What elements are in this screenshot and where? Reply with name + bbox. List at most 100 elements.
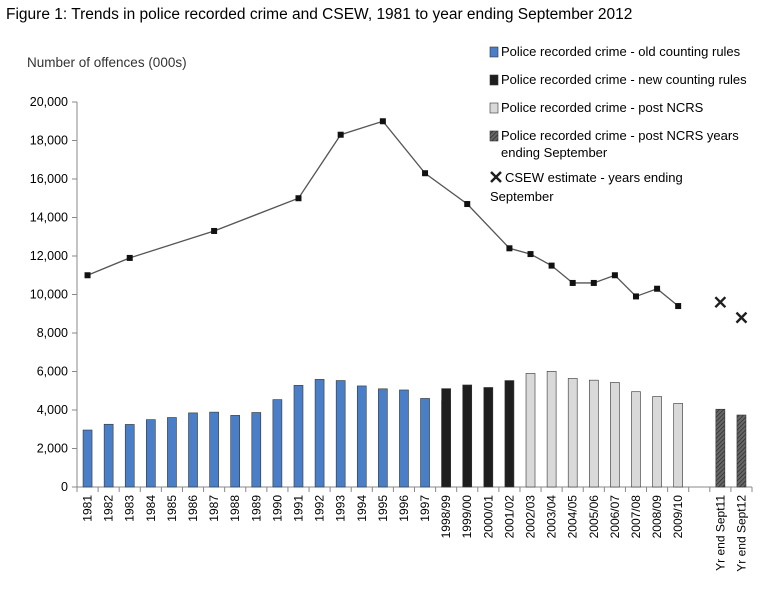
x-tick-label: 2004/05 [566, 495, 580, 539]
bar [546, 371, 557, 488]
x-tick-label: 1999/00 [460, 495, 474, 539]
line-point [422, 170, 429, 177]
bar [188, 412, 198, 488]
bar [209, 411, 219, 488]
y-axis-label: Number of offences (000s) [27, 55, 187, 70]
x-tick-label: 1996 [397, 495, 411, 522]
bar [146, 419, 156, 488]
line-point [654, 285, 661, 292]
line-point [590, 279, 597, 286]
line-point [527, 251, 534, 258]
bar [314, 379, 325, 488]
line-point [337, 131, 344, 138]
line-point [84, 272, 91, 279]
legend-swatch [489, 74, 499, 86]
line-point [548, 262, 555, 269]
bar [567, 378, 578, 488]
x-tick-label: 2007/08 [629, 495, 643, 539]
x-tick-label: 1992 [313, 495, 327, 522]
bar [610, 382, 620, 488]
line-point [569, 279, 576, 286]
x-tick-label: 1982 [102, 495, 116, 522]
legend-swatch [489, 46, 499, 58]
y-tick-label: 14,000 [30, 211, 68, 225]
legend-swatch [489, 130, 499, 142]
line-point [611, 272, 618, 279]
legend-swatch-x [490, 171, 502, 183]
x-tick-label: 1981 [81, 495, 95, 522]
bar [631, 391, 641, 488]
y-tick-label: 20,000 [30, 95, 68, 109]
bar [652, 396, 662, 488]
bar [103, 423, 114, 488]
bar [441, 388, 451, 488]
x-tick-label: 2000/01 [481, 495, 495, 539]
bar [673, 403, 683, 488]
x-tick-label: 1998/99 [439, 495, 453, 539]
bar [230, 415, 241, 488]
y-tick-label: 6,000 [37, 365, 68, 379]
bar [504, 380, 515, 488]
bar [272, 399, 283, 488]
y-tick-label: 10,000 [30, 288, 68, 302]
line-point [379, 118, 386, 125]
y-tick-label: 8,000 [37, 326, 68, 340]
x-tick-label: 1990 [270, 495, 284, 522]
line-point [506, 245, 513, 252]
legend-label: CSEW estimate - years ending [505, 170, 683, 185]
bar [420, 398, 430, 488]
csew-marker [735, 311, 748, 324]
y-tick-label: 12,000 [30, 249, 68, 263]
x-tick-label: 1995 [376, 495, 390, 522]
x-tick-label: 2005/06 [587, 495, 601, 539]
bar [167, 417, 177, 488]
x-tick-label: 1989 [249, 495, 263, 522]
line-point [211, 227, 218, 234]
x-tick-label: 1985 [165, 495, 179, 522]
x-tick-label: 1986 [186, 495, 200, 522]
y-tick-label: 16,000 [30, 172, 68, 186]
legend-label: Police recorded crime - old counting rul… [501, 44, 741, 59]
y-tick-label: 4,000 [37, 403, 68, 417]
bar [82, 429, 93, 488]
csew-marker [714, 296, 727, 309]
legend-label: Police recorded crime - new counting rul… [501, 72, 747, 87]
line-point [295, 195, 302, 202]
bar [525, 373, 536, 488]
x-tick-label: 2006/07 [608, 495, 622, 539]
bar [293, 385, 304, 488]
x-tick-label: 1983 [123, 495, 137, 522]
x-tick-label: 2002/03 [524, 495, 538, 539]
x-tick-label: 1997 [418, 495, 432, 522]
x-tick-label: 1984 [144, 495, 158, 522]
bar [399, 389, 409, 488]
bar [715, 408, 726, 488]
bar [378, 388, 388, 488]
bar [736, 414, 747, 488]
legend-label-line2: September [490, 189, 554, 204]
x-tick-label: 1987 [207, 495, 221, 522]
x-tick-label: 2008/09 [650, 495, 664, 539]
legend-label: Police recorded crime - post NCRS [501, 100, 704, 115]
bar [462, 384, 473, 488]
legend-label: Police recorded crime - post NCRS years [501, 128, 739, 143]
line-point [464, 201, 471, 208]
line-point [632, 293, 639, 300]
bar [483, 387, 494, 488]
line-point [675, 303, 682, 310]
bar [588, 379, 599, 488]
x-tick-label: 1994 [355, 495, 369, 522]
x-tick-label: 2009/10 [671, 495, 685, 539]
x-tick-label: 2001/02 [502, 495, 516, 539]
bar [251, 412, 262, 488]
legend-label-line2: ending September [501, 145, 608, 160]
bar [335, 380, 346, 488]
y-tick-label: 18,000 [30, 134, 68, 148]
chart-title: Figure 1: Trends in police recorded crim… [6, 6, 633, 23]
bar [124, 424, 135, 488]
x-tick-label: 1993 [334, 495, 348, 522]
x-tick-label: 1991 [291, 495, 305, 522]
x-tick-label: Yr end Sept11 [713, 495, 727, 571]
y-tick-label: 0 [61, 480, 68, 494]
